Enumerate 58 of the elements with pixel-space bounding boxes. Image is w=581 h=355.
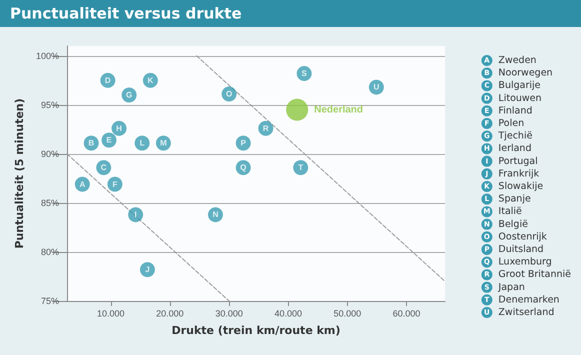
data-label: B bbox=[88, 138, 94, 148]
x-tick-label: 50.000 bbox=[334, 308, 362, 318]
legend-label: Italië bbox=[492, 206, 522, 218]
data-label: P bbox=[240, 138, 247, 148]
legend-label: Polen bbox=[492, 118, 524, 129]
legend-label: Finland bbox=[492, 105, 532, 116]
legend-label: Slowakije bbox=[492, 181, 544, 192]
data-label: N bbox=[212, 210, 219, 220]
legend-label: Bulgarije bbox=[492, 80, 541, 92]
legend-label: Groot Britannië bbox=[492, 269, 572, 280]
data-label: I bbox=[134, 210, 137, 220]
data-label: D bbox=[104, 76, 111, 85]
data-label: K bbox=[148, 76, 154, 85]
data-label: J bbox=[145, 265, 150, 274]
legend-label: Japan bbox=[492, 282, 525, 293]
data-label: T bbox=[298, 163, 304, 172]
y-tick-label: 90% bbox=[40, 148, 59, 159]
data-label: U bbox=[373, 82, 380, 92]
data-label: O bbox=[226, 90, 232, 99]
y-tick-label: 75% bbox=[40, 296, 59, 306]
y-axis-title: Puntualiteit (5 minuten) bbox=[13, 98, 26, 249]
data-label: E bbox=[106, 136, 112, 145]
x-tick-label: 40.000 bbox=[274, 308, 302, 318]
legend-label: Frankrijk bbox=[492, 168, 540, 180]
series-label: Nederland bbox=[314, 104, 364, 116]
data-label: L bbox=[140, 138, 145, 148]
x-tick-label: 60.000 bbox=[392, 308, 420, 318]
x-tick-label: 30.000 bbox=[215, 308, 243, 318]
y-tick-label: 95% bbox=[40, 100, 59, 110]
data-label: Q bbox=[240, 163, 246, 172]
data-label: H bbox=[116, 124, 122, 133]
data-label: S bbox=[302, 68, 308, 78]
legend-label: Tjechië bbox=[492, 130, 533, 142]
legend-label: Duitsland bbox=[492, 244, 544, 255]
legend-label: Spanje bbox=[492, 194, 531, 205]
legend-label: Zwitserland bbox=[492, 307, 554, 318]
legend-label: Zweden bbox=[492, 55, 536, 66]
legend-label: Noorwegen bbox=[492, 68, 553, 79]
data-label: G bbox=[126, 90, 132, 100]
data-label: R bbox=[262, 124, 269, 133]
legend-label: Portugal bbox=[492, 156, 538, 167]
y-tick-label: 85% bbox=[40, 198, 59, 208]
data-label: C bbox=[100, 163, 107, 172]
data-label: F bbox=[112, 180, 118, 189]
legend-label: Luxemburg bbox=[492, 256, 552, 268]
legend-label: België bbox=[492, 218, 528, 230]
y-tick-label: 100% bbox=[36, 50, 59, 61]
data-label: M bbox=[160, 138, 168, 148]
x-axis-title: Drukte (trein km/route km) bbox=[172, 324, 340, 337]
y-tick-label: 80% bbox=[40, 246, 59, 257]
chart-title: Punctualiteit versus drukte bbox=[10, 4, 242, 22]
x-tick-label: 10.000 bbox=[97, 308, 125, 318]
legend-label: Oostenrijk bbox=[492, 231, 548, 242]
x-tick-label: 20.000 bbox=[156, 308, 184, 318]
legend-label: Litouwen bbox=[492, 92, 542, 104]
data-label: A bbox=[79, 180, 86, 189]
legend-label: Ierland bbox=[492, 143, 532, 154]
legend-label: Denemarken bbox=[492, 294, 560, 306]
